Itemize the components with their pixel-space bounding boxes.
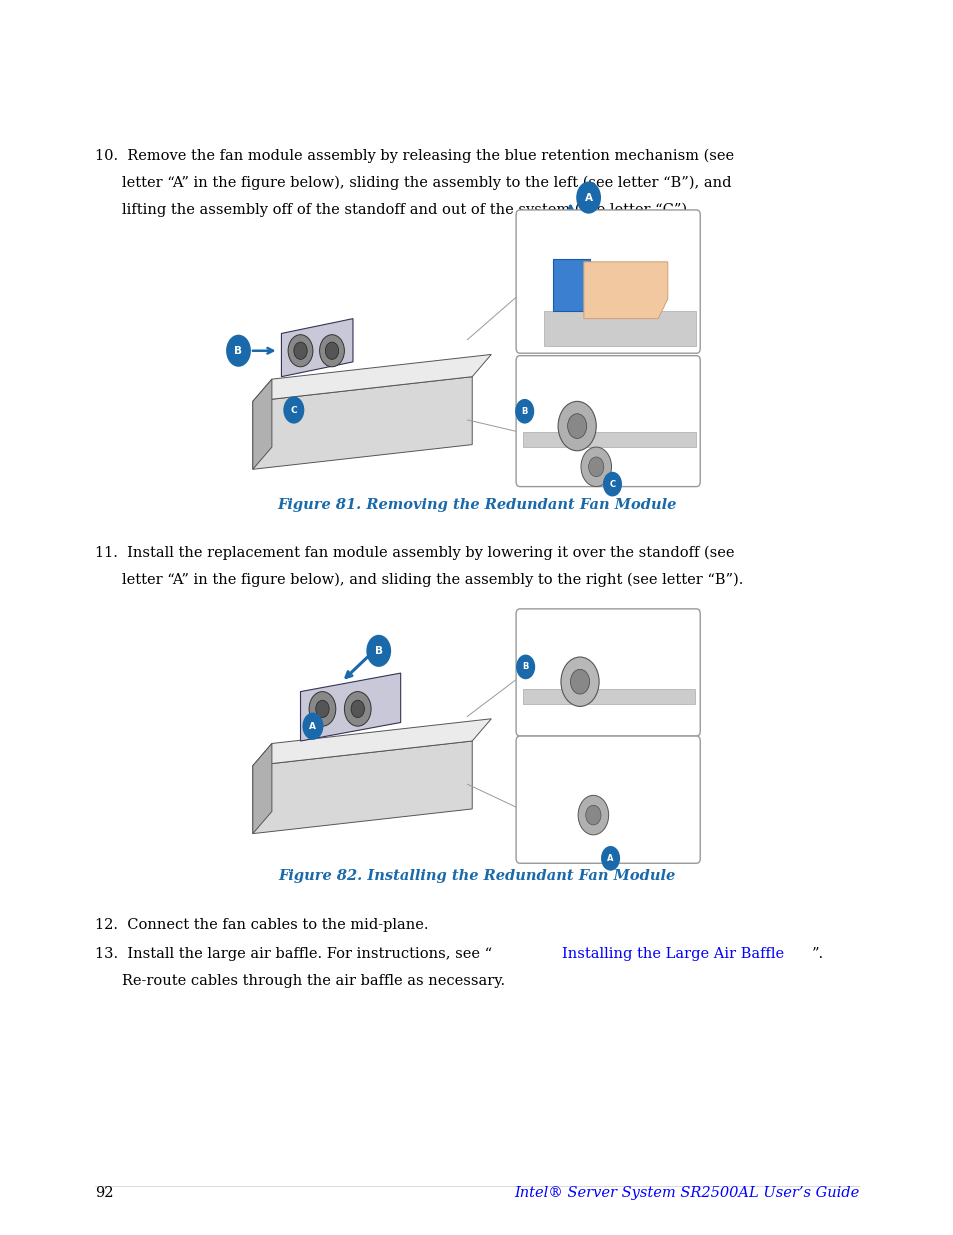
Text: 13.  Install the large air baffle. For instructions, see “: 13. Install the large air baffle. For in… <box>95 947 492 961</box>
FancyBboxPatch shape <box>516 609 700 736</box>
Text: A: A <box>584 193 592 203</box>
FancyBboxPatch shape <box>516 210 700 353</box>
Circle shape <box>588 457 603 477</box>
Circle shape <box>351 700 364 718</box>
Polygon shape <box>253 354 491 401</box>
Polygon shape <box>553 259 589 311</box>
Text: Intel® Server System SR2500AL User’s Guide: Intel® Server System SR2500AL User’s Gui… <box>514 1187 858 1200</box>
Circle shape <box>558 401 596 451</box>
Text: B: B <box>521 406 527 416</box>
Text: B: B <box>522 662 528 672</box>
Circle shape <box>319 335 344 367</box>
Text: ”.: ”. <box>812 947 823 961</box>
Polygon shape <box>522 432 696 447</box>
Circle shape <box>602 472 621 496</box>
Text: Figure 82. Installing the Redundant Fan Module: Figure 82. Installing the Redundant Fan … <box>278 869 675 883</box>
Text: C: C <box>609 479 615 489</box>
FancyBboxPatch shape <box>516 356 700 487</box>
Text: B: B <box>375 646 382 656</box>
Text: 12.  Connect the fan cables to the mid-plane.: 12. Connect the fan cables to the mid-pl… <box>95 918 428 931</box>
Polygon shape <box>522 689 694 704</box>
Polygon shape <box>281 319 353 377</box>
Circle shape <box>309 692 335 726</box>
Circle shape <box>344 692 371 726</box>
Text: A: A <box>607 853 613 863</box>
Polygon shape <box>253 741 472 834</box>
Circle shape <box>576 182 600 214</box>
Text: lifting the assembly off of the standoff and out of the system (see letter “C”).: lifting the assembly off of the standoff… <box>122 203 691 217</box>
Polygon shape <box>543 311 696 346</box>
Circle shape <box>560 657 598 706</box>
Polygon shape <box>253 743 272 834</box>
Circle shape <box>288 335 313 367</box>
Polygon shape <box>300 673 400 741</box>
Circle shape <box>578 795 608 835</box>
Polygon shape <box>583 262 667 319</box>
Text: Installing the Large Air Baffle: Installing the Large Air Baffle <box>562 947 783 961</box>
Circle shape <box>315 700 329 718</box>
Circle shape <box>585 805 600 825</box>
Circle shape <box>325 342 338 359</box>
Text: A: A <box>309 721 316 731</box>
Text: B: B <box>234 346 242 356</box>
Circle shape <box>516 655 535 679</box>
Circle shape <box>567 414 586 438</box>
Circle shape <box>366 635 391 667</box>
Text: 10.  Remove the fan module assembly by releasing the blue retention mechanism (s: 10. Remove the fan module assembly by re… <box>95 148 734 163</box>
Circle shape <box>570 669 589 694</box>
Polygon shape <box>253 719 491 766</box>
Text: letter “A” in the figure below), sliding the assembly to the left (see letter “B: letter “A” in the figure below), sliding… <box>122 175 730 190</box>
Text: Re-route cables through the air baffle as necessary.: Re-route cables through the air baffle a… <box>122 974 504 988</box>
Circle shape <box>515 399 534 424</box>
Text: 92: 92 <box>95 1187 113 1200</box>
Circle shape <box>294 342 307 359</box>
Circle shape <box>283 396 304 424</box>
Circle shape <box>302 713 323 740</box>
Text: 11.  Install the replacement fan module assembly by lowering it over the standof: 11. Install the replacement fan module a… <box>95 546 734 561</box>
Text: letter “A” in the figure below), and sliding the assembly to the right (see lett: letter “A” in the figure below), and sli… <box>122 573 742 588</box>
Text: C: C <box>291 405 296 415</box>
Circle shape <box>600 846 619 871</box>
Polygon shape <box>253 379 272 469</box>
FancyBboxPatch shape <box>516 736 700 863</box>
Text: Figure 81. Removing the Redundant Fan Module: Figure 81. Removing the Redundant Fan Mo… <box>277 498 676 511</box>
Polygon shape <box>253 377 472 469</box>
Circle shape <box>226 335 251 367</box>
Circle shape <box>580 447 611 487</box>
